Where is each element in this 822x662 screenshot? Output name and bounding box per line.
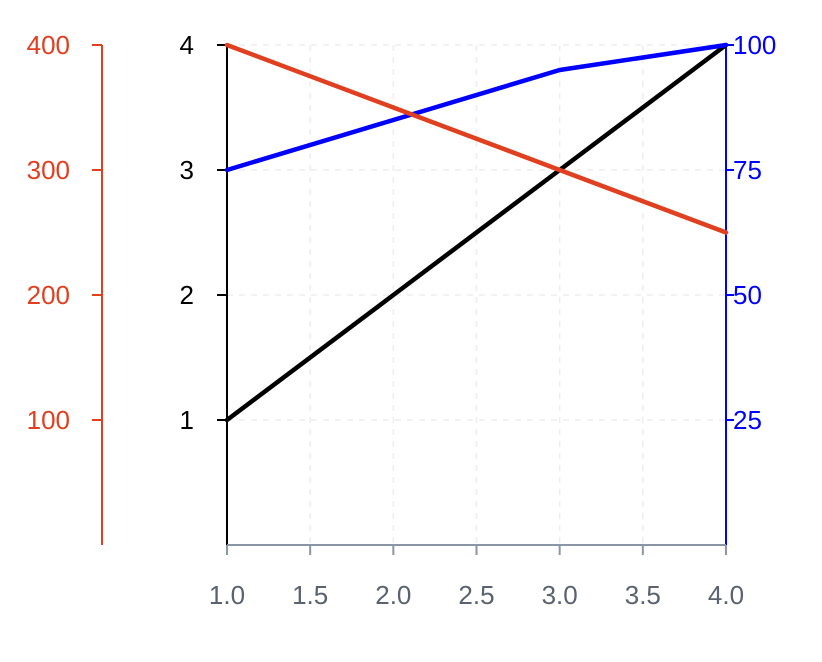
x-tick-label: 3.0 bbox=[542, 580, 578, 610]
right-tick-label: 100 bbox=[733, 30, 776, 60]
series-line-outer_left bbox=[224, 42, 729, 235]
outer-left-tick-label: 200 bbox=[27, 280, 70, 310]
outer-left-tick-label: 300 bbox=[27, 155, 70, 185]
x-tick-label: 3.5 bbox=[625, 580, 661, 610]
x-tick-label: 2.5 bbox=[458, 580, 494, 610]
tick-labels: 1.0 1.5 2.0 2.5 3.0 3.5 4.0 1 2 3 4 25 50 75 100 100 200… bbox=[27, 30, 777, 610]
x-tick-label: 4.0 bbox=[708, 580, 744, 610]
series-line-right bbox=[224, 42, 729, 173]
grid bbox=[226, 44, 727, 545]
outer-left-tick-label: 400 bbox=[27, 30, 70, 60]
series-line-left bbox=[224, 42, 729, 423]
right-tick-label: 75 bbox=[733, 155, 762, 185]
left-tick-label: 3 bbox=[180, 155, 194, 185]
right-tick-label: 25 bbox=[733, 405, 762, 435]
axes bbox=[92, 44, 734, 555]
series-lines bbox=[224, 42, 729, 423]
left-tick-label: 2 bbox=[180, 280, 194, 310]
right-tick-label: 50 bbox=[733, 280, 762, 310]
left-tick-label: 4 bbox=[180, 30, 194, 60]
outer-left-tick-label: 100 bbox=[27, 405, 70, 435]
x-tick-label: 1.0 bbox=[209, 580, 245, 610]
x-tick-label: 1.5 bbox=[292, 580, 328, 610]
left-tick-label: 1 bbox=[180, 405, 194, 435]
x-tick-label: 2.0 bbox=[375, 580, 411, 610]
